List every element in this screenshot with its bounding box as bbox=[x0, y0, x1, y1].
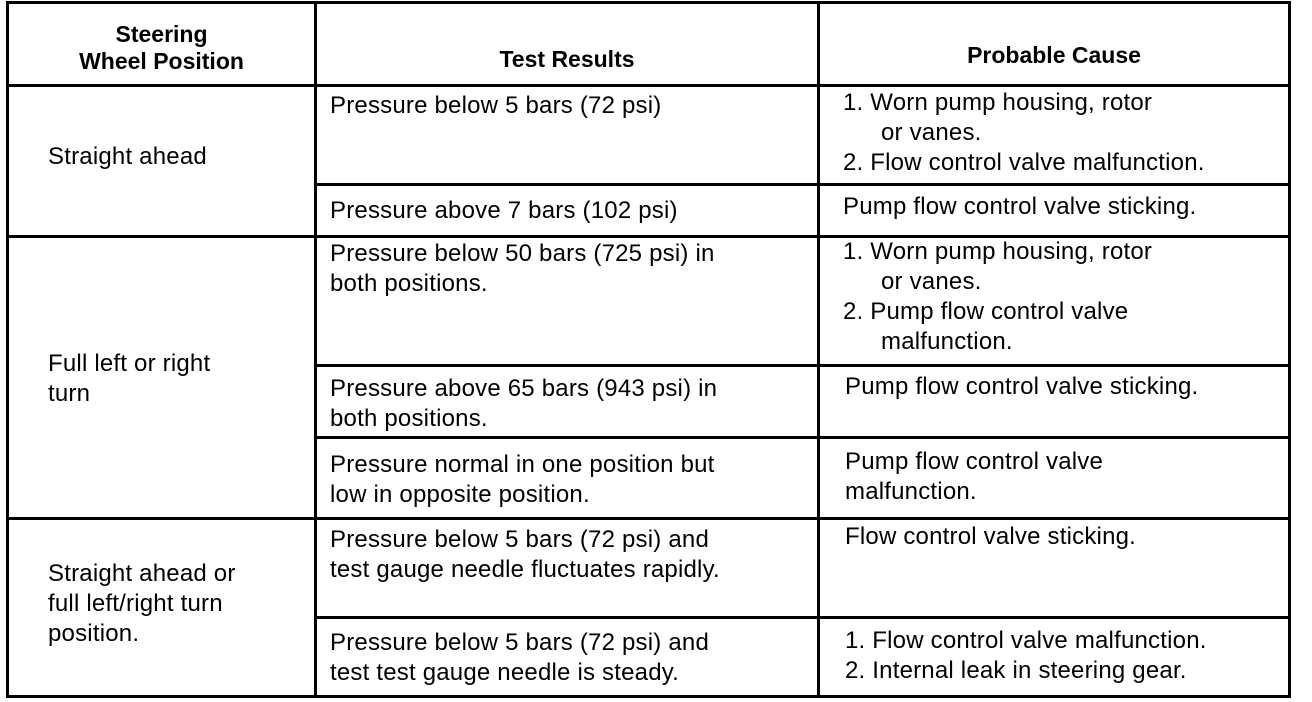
cause-line: 1. Flow control valve malfunction. bbox=[845, 627, 1207, 654]
cause-cell: Pump flow control valve sticking. bbox=[845, 372, 1198, 402]
result-line: both positions. bbox=[330, 405, 488, 432]
position-cell: Straight ahead or full left/right turn p… bbox=[48, 559, 236, 649]
result-line: Pressure below 5 bars (72 psi) and bbox=[330, 629, 709, 656]
result-line: test gauge needle fluctuates rapidly. bbox=[330, 556, 720, 583]
cause-cell: Pump flow control valve malfunction. bbox=[845, 447, 1103, 507]
position-line: Straight ahead bbox=[48, 143, 207, 170]
position-line: full left/right turn bbox=[48, 590, 223, 617]
position-line: position. bbox=[48, 620, 140, 647]
cause-cell: Pump flow control valve sticking. bbox=[843, 192, 1196, 222]
cause-line: Pump flow control valve sticking. bbox=[845, 373, 1199, 400]
cause-cell: 1. Worn pump housing, rotor or vanes. 2.… bbox=[843, 88, 1205, 178]
row-divider bbox=[314, 364, 1291, 367]
cause-line: Flow control valve sticking. bbox=[845, 523, 1137, 550]
cause-cell: 1. Flow control valve malfunction. 2. In… bbox=[845, 626, 1207, 686]
group-divider-2 bbox=[6, 517, 1291, 520]
border-top bbox=[6, 1, 1291, 4]
cause-line: Pump flow control valve sticking. bbox=[843, 193, 1197, 220]
result-cell: Pressure below 5 bars (72 psi) and test … bbox=[330, 628, 709, 688]
group-divider-1 bbox=[6, 235, 1291, 238]
result-line: Pressure above 7 bars (102 psi) bbox=[330, 197, 678, 224]
row-divider bbox=[314, 616, 1291, 619]
cause-line: Pump flow control valve bbox=[845, 448, 1104, 475]
cause-line: or vanes. bbox=[881, 268, 982, 295]
result-cell: Pressure above 65 bars (943 psi) in both… bbox=[330, 374, 717, 434]
header-line: Wheel Position bbox=[79, 48, 244, 74]
position-line: turn bbox=[48, 380, 91, 407]
header-line: Steering bbox=[115, 21, 208, 47]
row-divider bbox=[314, 436, 1291, 439]
cause-line: 1. Worn pump housing, rotor bbox=[843, 238, 1153, 265]
header-probable-cause: Probable Cause bbox=[967, 42, 1141, 68]
result-line: both positions. bbox=[330, 270, 488, 297]
col-divider-1 bbox=[314, 1, 317, 698]
result-line: Pressure below 5 bars (72 psi) and bbox=[330, 526, 709, 553]
row-divider bbox=[314, 183, 1291, 186]
cause-line: malfunction. bbox=[845, 478, 977, 505]
position-line: Full left or right bbox=[48, 350, 211, 377]
result-cell: Pressure below 5 bars (72 psi) bbox=[330, 91, 661, 121]
cause-line: malfunction. bbox=[881, 328, 1013, 355]
header-steering-wheel-position: Steering Wheel Position bbox=[9, 21, 314, 75]
border-right bbox=[1288, 1, 1291, 698]
cause-cell: 1. Worn pump housing, rotor or vanes. 2.… bbox=[843, 237, 1152, 357]
result-line: low in opposite position. bbox=[330, 481, 590, 508]
position-cell: Full left or right turn bbox=[48, 349, 210, 409]
result-cell: Pressure above 7 bars (102 psi) bbox=[330, 196, 678, 226]
cause-line: 1. Worn pump housing, rotor bbox=[843, 89, 1153, 116]
header-divider bbox=[6, 84, 1291, 87]
cause-line: or vanes. bbox=[881, 119, 982, 146]
result-line: Pressure normal in one position but bbox=[330, 451, 715, 478]
result-cell: Pressure below 50 bars (725 psi) in both… bbox=[330, 239, 715, 299]
cause-line: 2. Internal leak in steering gear. bbox=[845, 657, 1187, 684]
result-cell: Pressure normal in one position but low … bbox=[330, 450, 715, 510]
result-line: Pressure below 50 bars (725 psi) in bbox=[330, 240, 715, 267]
col-divider-2 bbox=[817, 1, 820, 698]
header-test-results: Test Results bbox=[499, 46, 635, 72]
result-line: Pressure above 65 bars (943 psi) in bbox=[330, 375, 718, 402]
result-line: Pressure below 5 bars (72 psi) bbox=[330, 92, 662, 119]
result-cell: Pressure below 5 bars (72 psi) and test … bbox=[330, 525, 720, 585]
result-line: test test gauge needle is steady. bbox=[330, 659, 680, 686]
cause-cell: Flow control valve sticking. bbox=[845, 522, 1136, 552]
border-left bbox=[6, 1, 9, 698]
cause-line: 2. Flow control valve malfunction. bbox=[843, 149, 1205, 176]
border-bottom bbox=[6, 695, 1291, 698]
cause-line: 2. Pump flow control valve bbox=[843, 298, 1129, 325]
position-line: Straight ahead or bbox=[48, 560, 236, 587]
position-cell: Straight ahead bbox=[48, 142, 207, 172]
